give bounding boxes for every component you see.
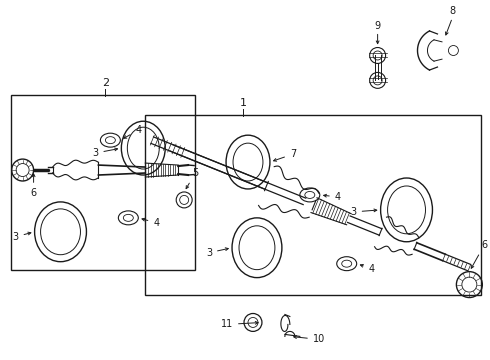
- Text: 6: 6: [30, 174, 37, 198]
- Text: 4: 4: [323, 192, 341, 202]
- Text: 4: 4: [360, 264, 375, 274]
- Text: 3: 3: [92, 148, 118, 158]
- Text: 3: 3: [206, 248, 228, 258]
- Text: 9: 9: [374, 21, 381, 31]
- Bar: [11, 95, 195, 270]
- Text: 3: 3: [350, 207, 377, 217]
- Text: 2: 2: [102, 78, 109, 88]
- Text: 5: 5: [186, 168, 198, 189]
- Bar: [145, 115, 481, 294]
- Text: 3: 3: [13, 232, 31, 242]
- Text: 1: 1: [240, 98, 246, 108]
- Text: 6: 6: [471, 240, 488, 268]
- Text: 7: 7: [273, 149, 296, 161]
- Text: 10: 10: [294, 334, 325, 345]
- Text: 8: 8: [449, 6, 456, 15]
- Text: 11: 11: [221, 319, 258, 329]
- Text: 4: 4: [124, 125, 142, 138]
- Text: 4: 4: [142, 218, 159, 228]
